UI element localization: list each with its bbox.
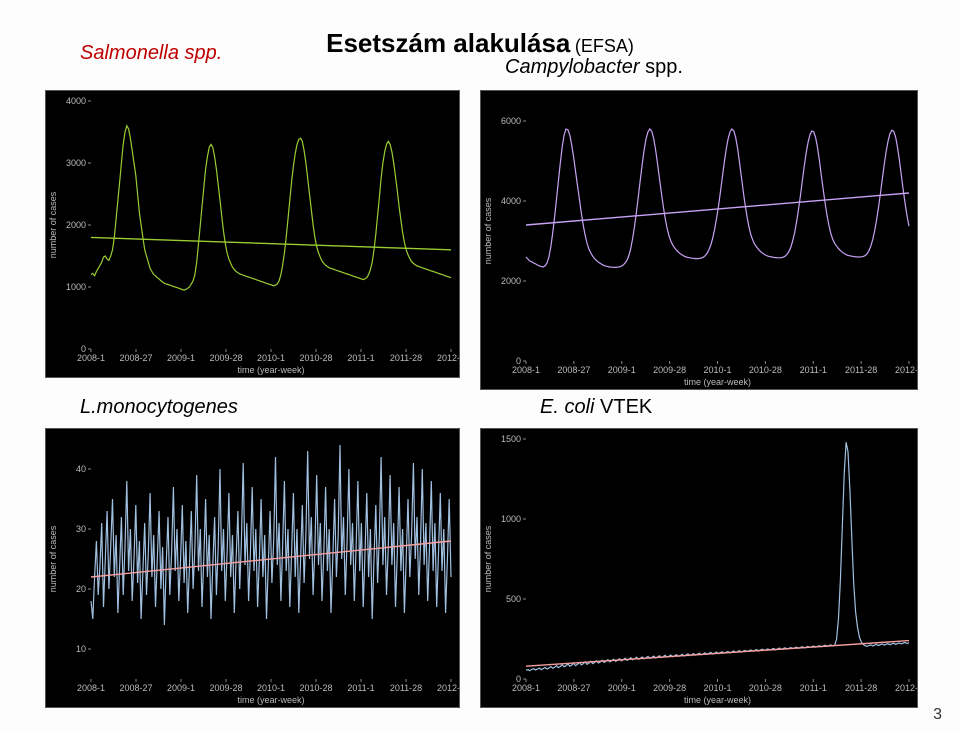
svg-text:2009-28: 2009-28 [653,683,686,693]
svg-text:2000: 2000 [501,276,521,286]
slide-title: Esetszám alakulása [326,28,570,58]
svg-text:2010-1: 2010-1 [703,683,731,693]
svg-text:2010-1: 2010-1 [257,683,285,693]
svg-text:2012-1: 2012-1 [437,683,459,693]
svg-text:2011-28: 2011-28 [390,353,422,363]
svg-text:2008-27: 2008-27 [119,353,152,363]
svg-text:2011-1: 2011-1 [800,365,827,375]
svg-text:2008-1: 2008-1 [77,683,105,693]
svg-text:1500: 1500 [501,434,521,444]
svg-text:2008-27: 2008-27 [557,365,590,375]
svg-text:2011-1: 2011-1 [800,683,827,693]
svg-text:2011-28: 2011-28 [845,683,877,693]
svg-text:4000: 4000 [501,196,521,206]
svg-text:40: 40 [76,464,86,474]
svg-text:2008-1: 2008-1 [512,683,540,693]
page-number: 3 [933,706,942,724]
svg-text:1000: 1000 [66,282,86,292]
svg-text:500: 500 [506,594,521,604]
svg-text:2000: 2000 [66,220,86,230]
svg-text:2010-1: 2010-1 [703,365,731,375]
label-salmonella: Salmonella spp. [80,42,222,65]
svg-text:2009-28: 2009-28 [209,683,242,693]
svg-text:2010-28: 2010-28 [749,683,782,693]
svg-text:1000: 1000 [501,514,521,524]
svg-text:2012-1: 2012-1 [895,683,917,693]
label-campylobacter: Campylobacter spp. [505,56,683,79]
svg-text:3000: 3000 [66,158,86,168]
svg-text:2008-27: 2008-27 [119,683,152,693]
svg-text:2012-1: 2012-1 [437,353,459,363]
svg-text:2009-1: 2009-1 [608,683,636,693]
svg-text:2010-28: 2010-28 [749,365,782,375]
svg-text:2009-28: 2009-28 [653,365,686,375]
svg-text:time (year-week): time (year-week) [684,377,751,387]
slide-title-suffix: (EFSA) [575,36,634,56]
chart-campylobacter: 02000400060002008-12008-272009-12009-282… [480,90,918,390]
svg-text:2011-28: 2011-28 [390,683,422,693]
svg-text:time (year-week): time (year-week) [237,695,304,705]
svg-text:2010-1: 2010-1 [257,353,285,363]
svg-text:2009-28: 2009-28 [209,353,242,363]
svg-text:2011-1: 2011-1 [347,683,374,693]
svg-text:time (year-week): time (year-week) [684,695,751,705]
label-ecoli: E. coli VTEK [540,396,652,419]
svg-text:6000: 6000 [501,116,521,126]
svg-text:4000: 4000 [66,96,86,106]
chart-ecoli: 0500100015002008-12008-272009-12009-2820… [480,428,918,708]
svg-text:20: 20 [76,584,86,594]
svg-text:2009-1: 2009-1 [167,683,195,693]
svg-text:2008-27: 2008-27 [557,683,590,693]
svg-text:2011-28: 2011-28 [845,365,877,375]
svg-text:2009-1: 2009-1 [167,353,195,363]
svg-text:2008-1: 2008-1 [77,353,105,363]
label-lmonocytogenes: L.monocytogenes [80,396,238,419]
svg-text:number of cases: number of cases [483,525,493,592]
svg-text:2008-1: 2008-1 [512,365,540,375]
slide: Esetszám alakulása (EFSA) Salmonella spp… [0,0,960,732]
svg-text:2010-28: 2010-28 [299,683,332,693]
svg-text:2009-1: 2009-1 [608,365,636,375]
svg-text:2012-1: 2012-1 [895,365,917,375]
svg-text:2011-1: 2011-1 [347,353,374,363]
svg-text:number of cases: number of cases [483,197,493,264]
svg-text:30: 30 [76,524,86,534]
svg-text:2010-28: 2010-28 [299,353,332,363]
svg-text:time (year-week): time (year-week) [237,365,304,375]
svg-text:10: 10 [76,644,86,654]
chart-lmonocytogenes: 10 20 30 40 2008-1 2008-27 2009-1 2009-28 2010-1… [45,428,460,708]
svg-text:number of cases: number of cases [48,525,58,592]
chart-salmonella: 010002000300040002008-12008-272009-12009… [45,90,460,378]
svg-text:number of cases: number of cases [48,191,58,258]
